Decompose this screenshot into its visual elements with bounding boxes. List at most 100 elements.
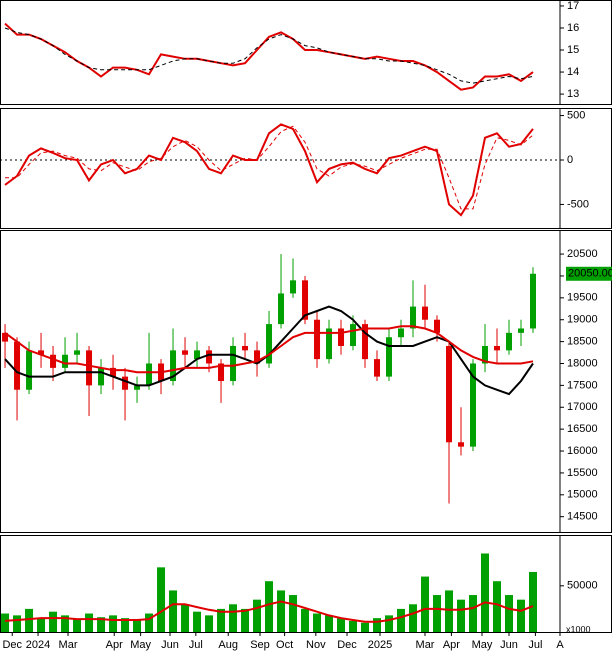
volume-bar bbox=[85, 613, 94, 632]
x-tick-label: May bbox=[472, 639, 493, 651]
x-tick-label: 2024 bbox=[26, 639, 50, 651]
volume-bar bbox=[25, 608, 34, 632]
x-tick-label: Jun bbox=[161, 639, 179, 651]
indicator-line bbox=[4, 600, 534, 623]
y-tick-label: 18000 bbox=[567, 357, 598, 369]
candle-body bbox=[86, 350, 93, 386]
y-tick-label: 50000 bbox=[567, 580, 598, 592]
candle-body bbox=[38, 350, 45, 355]
volume-bar bbox=[97, 617, 106, 632]
candle-body bbox=[254, 350, 261, 364]
volume-bar bbox=[157, 567, 166, 632]
x-tick-label: Mar bbox=[59, 639, 78, 651]
candle-body bbox=[170, 350, 177, 381]
volume-bar bbox=[445, 590, 454, 632]
volume-bar bbox=[517, 599, 526, 632]
y-tick-label: 19000 bbox=[567, 314, 598, 326]
volume-bar bbox=[529, 571, 538, 632]
candle-body bbox=[230, 345, 237, 381]
volume-bar bbox=[181, 604, 190, 632]
x-tick-label: Dec bbox=[337, 639, 357, 651]
y-tick-label: 15000 bbox=[567, 489, 598, 501]
indicator-line bbox=[4, 325, 534, 374]
volume-bar bbox=[301, 608, 310, 632]
y-tick-label: 15500 bbox=[567, 467, 598, 479]
indicator-line bbox=[4, 22, 534, 91]
volume-bar bbox=[145, 613, 154, 632]
volume-bar bbox=[253, 599, 262, 632]
x-tick-label: Jun bbox=[500, 639, 518, 651]
volume-bar bbox=[397, 608, 406, 632]
volume-bar bbox=[313, 613, 322, 632]
volume-bar bbox=[241, 608, 250, 632]
volume-bar bbox=[109, 615, 118, 632]
volume-bar bbox=[265, 581, 274, 632]
y-tick-label: 0 bbox=[567, 154, 573, 166]
candle-body bbox=[470, 363, 477, 447]
x-tick-label: Oct bbox=[276, 639, 293, 651]
unit-label: x1000 bbox=[566, 624, 591, 634]
candle-body bbox=[134, 385, 141, 390]
volume-bar bbox=[13, 615, 22, 632]
candle-body bbox=[206, 350, 213, 364]
y-tick-label: 16 bbox=[567, 22, 579, 34]
volume-bar bbox=[229, 604, 238, 632]
volume-bar bbox=[289, 595, 298, 632]
price-tag bbox=[566, 266, 612, 281]
x-tick-label: May bbox=[130, 639, 151, 651]
volume-bar bbox=[133, 619, 142, 632]
candle-body bbox=[350, 324, 357, 346]
candle-body bbox=[386, 337, 393, 377]
volume-bar bbox=[481, 553, 490, 632]
volume-bar bbox=[433, 595, 442, 632]
indicator-line bbox=[5, 125, 534, 210]
candle-body bbox=[506, 332, 513, 351]
y-tick-label: 17500 bbox=[567, 379, 598, 391]
candle-body bbox=[182, 350, 189, 355]
volume-bar bbox=[457, 599, 466, 632]
volume-bar bbox=[469, 595, 478, 632]
candle-body bbox=[14, 341, 21, 390]
candle-body bbox=[494, 345, 501, 351]
candle-body bbox=[398, 328, 405, 338]
volume-bar bbox=[325, 615, 334, 632]
candle-body bbox=[362, 324, 369, 360]
x-tick-label: 2025 bbox=[368, 639, 392, 651]
candle-body bbox=[242, 345, 249, 351]
y-tick-label: 19500 bbox=[567, 292, 598, 304]
volume-bar bbox=[349, 620, 358, 632]
volume-bar bbox=[205, 615, 214, 632]
candle-body bbox=[458, 442, 465, 447]
y-tick-label: -500 bbox=[567, 198, 589, 210]
candle-body bbox=[482, 345, 489, 364]
candle-body bbox=[518, 328, 525, 333]
indicator-line bbox=[4, 123, 534, 217]
candle-body bbox=[2, 332, 9, 342]
x-tick-label: Nov bbox=[306, 639, 326, 651]
x-tick-label: Jul bbox=[189, 639, 203, 651]
candle-body bbox=[62, 354, 69, 368]
candle-body bbox=[314, 319, 321, 360]
volume-bar bbox=[169, 590, 178, 632]
volume-bar bbox=[121, 618, 130, 632]
x-tick-label: Sep bbox=[250, 639, 270, 651]
x-tick-label: Apr bbox=[443, 639, 460, 651]
candle-body bbox=[74, 350, 81, 355]
x-tick-label: Mar bbox=[416, 639, 435, 651]
x-tick-label: A bbox=[556, 639, 564, 651]
y-tick-label: 17000 bbox=[567, 401, 598, 413]
x-tick-label: Apr bbox=[106, 639, 123, 651]
volume-bar bbox=[361, 622, 370, 632]
candle-body bbox=[530, 273, 537, 329]
volume-bar bbox=[61, 615, 70, 632]
candle-body bbox=[374, 359, 381, 377]
volume-bar bbox=[373, 618, 382, 632]
candle-body bbox=[338, 328, 345, 346]
candle-body bbox=[146, 363, 153, 386]
y-tick-label: 14 bbox=[567, 66, 579, 78]
y-tick-label: 500 bbox=[567, 109, 585, 121]
y-tick-label: 14500 bbox=[567, 511, 598, 523]
x-tick-label: Jul bbox=[528, 639, 542, 651]
candle-body bbox=[302, 280, 309, 320]
